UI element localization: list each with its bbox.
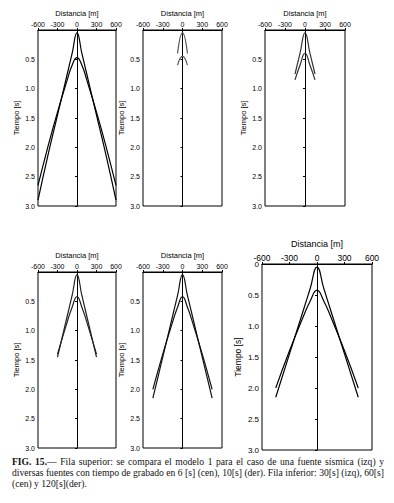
svg-text:-600: -600 [136, 21, 150, 28]
svg-text:0: 0 [254, 259, 259, 269]
svg-text:1.5: 1.5 [25, 115, 35, 122]
svg-text:1.0: 1.0 [25, 327, 35, 334]
svg-text:-600: -600 [258, 21, 272, 28]
svg-text:300: 300 [319, 21, 331, 28]
svg-text:-600: -600 [136, 263, 150, 270]
svg-text:Distancia [m]: Distancia [m] [291, 239, 343, 249]
svg-text:1.0: 1.0 [25, 85, 35, 92]
svg-text:Tiempo [s]: Tiempo [s] [239, 101, 248, 136]
svg-text:2.0: 2.0 [130, 144, 140, 151]
svg-text:-600: -600 [31, 263, 45, 270]
svg-text:Tiempo [s]: Tiempo [s] [117, 343, 126, 378]
svg-text:-300: -300 [50, 21, 64, 28]
svg-text:-300: -300 [156, 21, 170, 28]
svg-text:0.5: 0.5 [130, 56, 140, 63]
svg-text:2.0: 2.0 [130, 386, 140, 393]
svg-text:0: 0 [303, 21, 307, 28]
svg-text:600: 600 [110, 263, 122, 270]
svg-text:3.0: 3.0 [25, 445, 35, 452]
svg-text:1.5: 1.5 [252, 115, 262, 122]
svg-text:2.0: 2.0 [252, 144, 262, 151]
svg-text:600: 600 [365, 253, 379, 263]
svg-text:-300: -300 [281, 253, 298, 263]
svg-text:Tiempo [s]: Tiempo [s] [12, 343, 21, 378]
svg-text:-600: -600 [253, 253, 270, 263]
svg-text:300: 300 [196, 21, 208, 28]
svg-text:300: 300 [196, 263, 208, 270]
svg-text:1.0: 1.0 [248, 322, 260, 331]
svg-text:0.5: 0.5 [25, 56, 35, 63]
svg-text:300: 300 [91, 263, 103, 270]
svg-text:1.0: 1.0 [130, 327, 140, 334]
svg-text:600: 600 [110, 21, 122, 28]
svg-text:-300: -300 [50, 263, 64, 270]
svg-text:3.0: 3.0 [25, 203, 35, 210]
svg-text:-600: -600 [31, 21, 45, 28]
svg-text:3.0: 3.0 [248, 446, 260, 455]
svg-text:2.5: 2.5 [25, 415, 35, 422]
svg-text:3.0: 3.0 [130, 203, 140, 210]
svg-text:600: 600 [216, 263, 228, 270]
svg-text:-300: -300 [278, 21, 292, 28]
svg-text:1.0: 1.0 [130, 85, 140, 92]
svg-text:600: 600 [339, 21, 351, 28]
svg-text:300: 300 [337, 253, 351, 263]
html-text:FIG. 15.— Fila superior: se co: FIG. 15.— Fila superior: se compara el m… [12, 456, 384, 490]
svg-text:0.5: 0.5 [130, 298, 140, 305]
svg-text:2.0: 2.0 [248, 384, 260, 393]
svg-text:2.5: 2.5 [130, 415, 140, 422]
svg-text:Distancia [m]: Distancia [m] [55, 9, 98, 18]
svg-text:Tiempo [s]: Tiempo [s] [117, 101, 126, 136]
svg-text:Distancia [m]: Distancia [m] [161, 9, 204, 18]
svg-text:3.0: 3.0 [252, 203, 262, 210]
svg-text:0: 0 [75, 263, 79, 270]
svg-text:-300: -300 [156, 263, 170, 270]
svg-text:1.5: 1.5 [130, 357, 140, 364]
svg-text:0.5: 0.5 [25, 298, 35, 305]
svg-text:3.0: 3.0 [130, 445, 140, 452]
svg-text:Tiempo [s]: Tiempo [s] [233, 337, 243, 376]
svg-text:300: 300 [91, 21, 103, 28]
svg-text:0: 0 [181, 263, 185, 270]
svg-text:1.5: 1.5 [25, 357, 35, 364]
svg-text:2.5: 2.5 [25, 173, 35, 180]
svg-text:0.5: 0.5 [248, 291, 260, 300]
svg-text:2.0: 2.0 [25, 386, 35, 393]
svg-text:2.0: 2.0 [25, 144, 35, 151]
svg-text:Distancia [m]: Distancia [m] [55, 251, 98, 260]
svg-text:0: 0 [75, 21, 79, 28]
svg-text:Tiempo [s]: Tiempo [s] [12, 101, 21, 136]
svg-text:1.5: 1.5 [248, 353, 260, 362]
svg-text:Distancia [m]: Distancia [m] [161, 251, 204, 260]
svg-text:0: 0 [315, 253, 320, 263]
svg-text:2.5: 2.5 [248, 415, 260, 424]
svg-text:2.5: 2.5 [130, 173, 140, 180]
svg-text:0: 0 [181, 21, 185, 28]
svg-text:1.0: 1.0 [252, 85, 262, 92]
svg-text:600: 600 [216, 21, 228, 28]
svg-text:0.5: 0.5 [252, 56, 262, 63]
svg-text:2.5: 2.5 [252, 173, 262, 180]
svg-text:Distancia [m]: Distancia [m] [283, 9, 326, 18]
svg-text:1.5: 1.5 [130, 115, 140, 122]
